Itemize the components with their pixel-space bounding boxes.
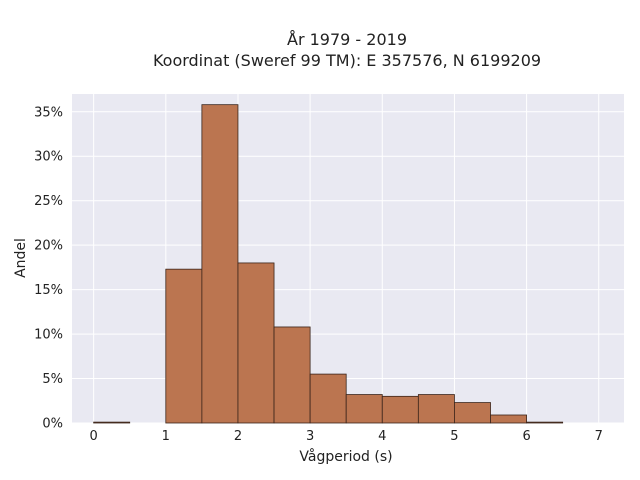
y-tick-label: 30%: [34, 150, 63, 165]
x-tick-label: 7: [595, 429, 603, 444]
histogram-bar: [309, 373, 347, 424]
histogram-bar: [490, 414, 527, 424]
chart-title: År 1979 - 2019: [287, 30, 407, 49]
y-tick-label: 10%: [34, 328, 63, 343]
x-tick-label: 2: [234, 429, 242, 444]
x-tick-label: 0: [90, 429, 98, 444]
histogram-bar: [526, 421, 564, 424]
chart-subtitle: Koordinat (Sweref 99 TM): E 357576, N 61…: [153, 51, 541, 70]
grid-lines: [72, 94, 624, 424]
y-tick-label: 25%: [34, 194, 63, 209]
histogram-bar: [417, 394, 455, 424]
x-axis-label: Vågperiod (s): [299, 448, 392, 465]
x-tick-label: 1: [162, 429, 170, 444]
x-tick-label: 5: [450, 429, 458, 444]
y-tick-label: 0%: [42, 417, 63, 432]
y-tick-label: 5%: [42, 372, 63, 387]
histogram-bar: [454, 402, 491, 424]
plot-area: [72, 94, 624, 423]
histogram-bar: [165, 268, 203, 424]
y-tick-label: 15%: [34, 283, 63, 298]
histogram-bar: [345, 394, 383, 424]
y-axis-ticks: 0% 5% 10% 15% 20% 25% 30% 35%: [34, 105, 63, 431]
y-tick-label: 20%: [34, 239, 63, 254]
histogram-bar: [273, 326, 311, 424]
x-axis-ticks: 0 1 2 3 4 5 6 7: [90, 429, 603, 444]
y-axis-label: Andel: [13, 238, 29, 278]
histogram-bar: [201, 104, 239, 424]
x-tick-label: 6: [522, 429, 530, 444]
y-tick-label: 35%: [34, 105, 63, 120]
histogram-bar: [93, 421, 131, 424]
histogram-bar: [381, 395, 419, 424]
x-tick-label: 3: [306, 429, 314, 444]
histogram-bar: [237, 262, 275, 424]
x-tick-label: 4: [378, 429, 386, 444]
bars: [93, 104, 564, 424]
